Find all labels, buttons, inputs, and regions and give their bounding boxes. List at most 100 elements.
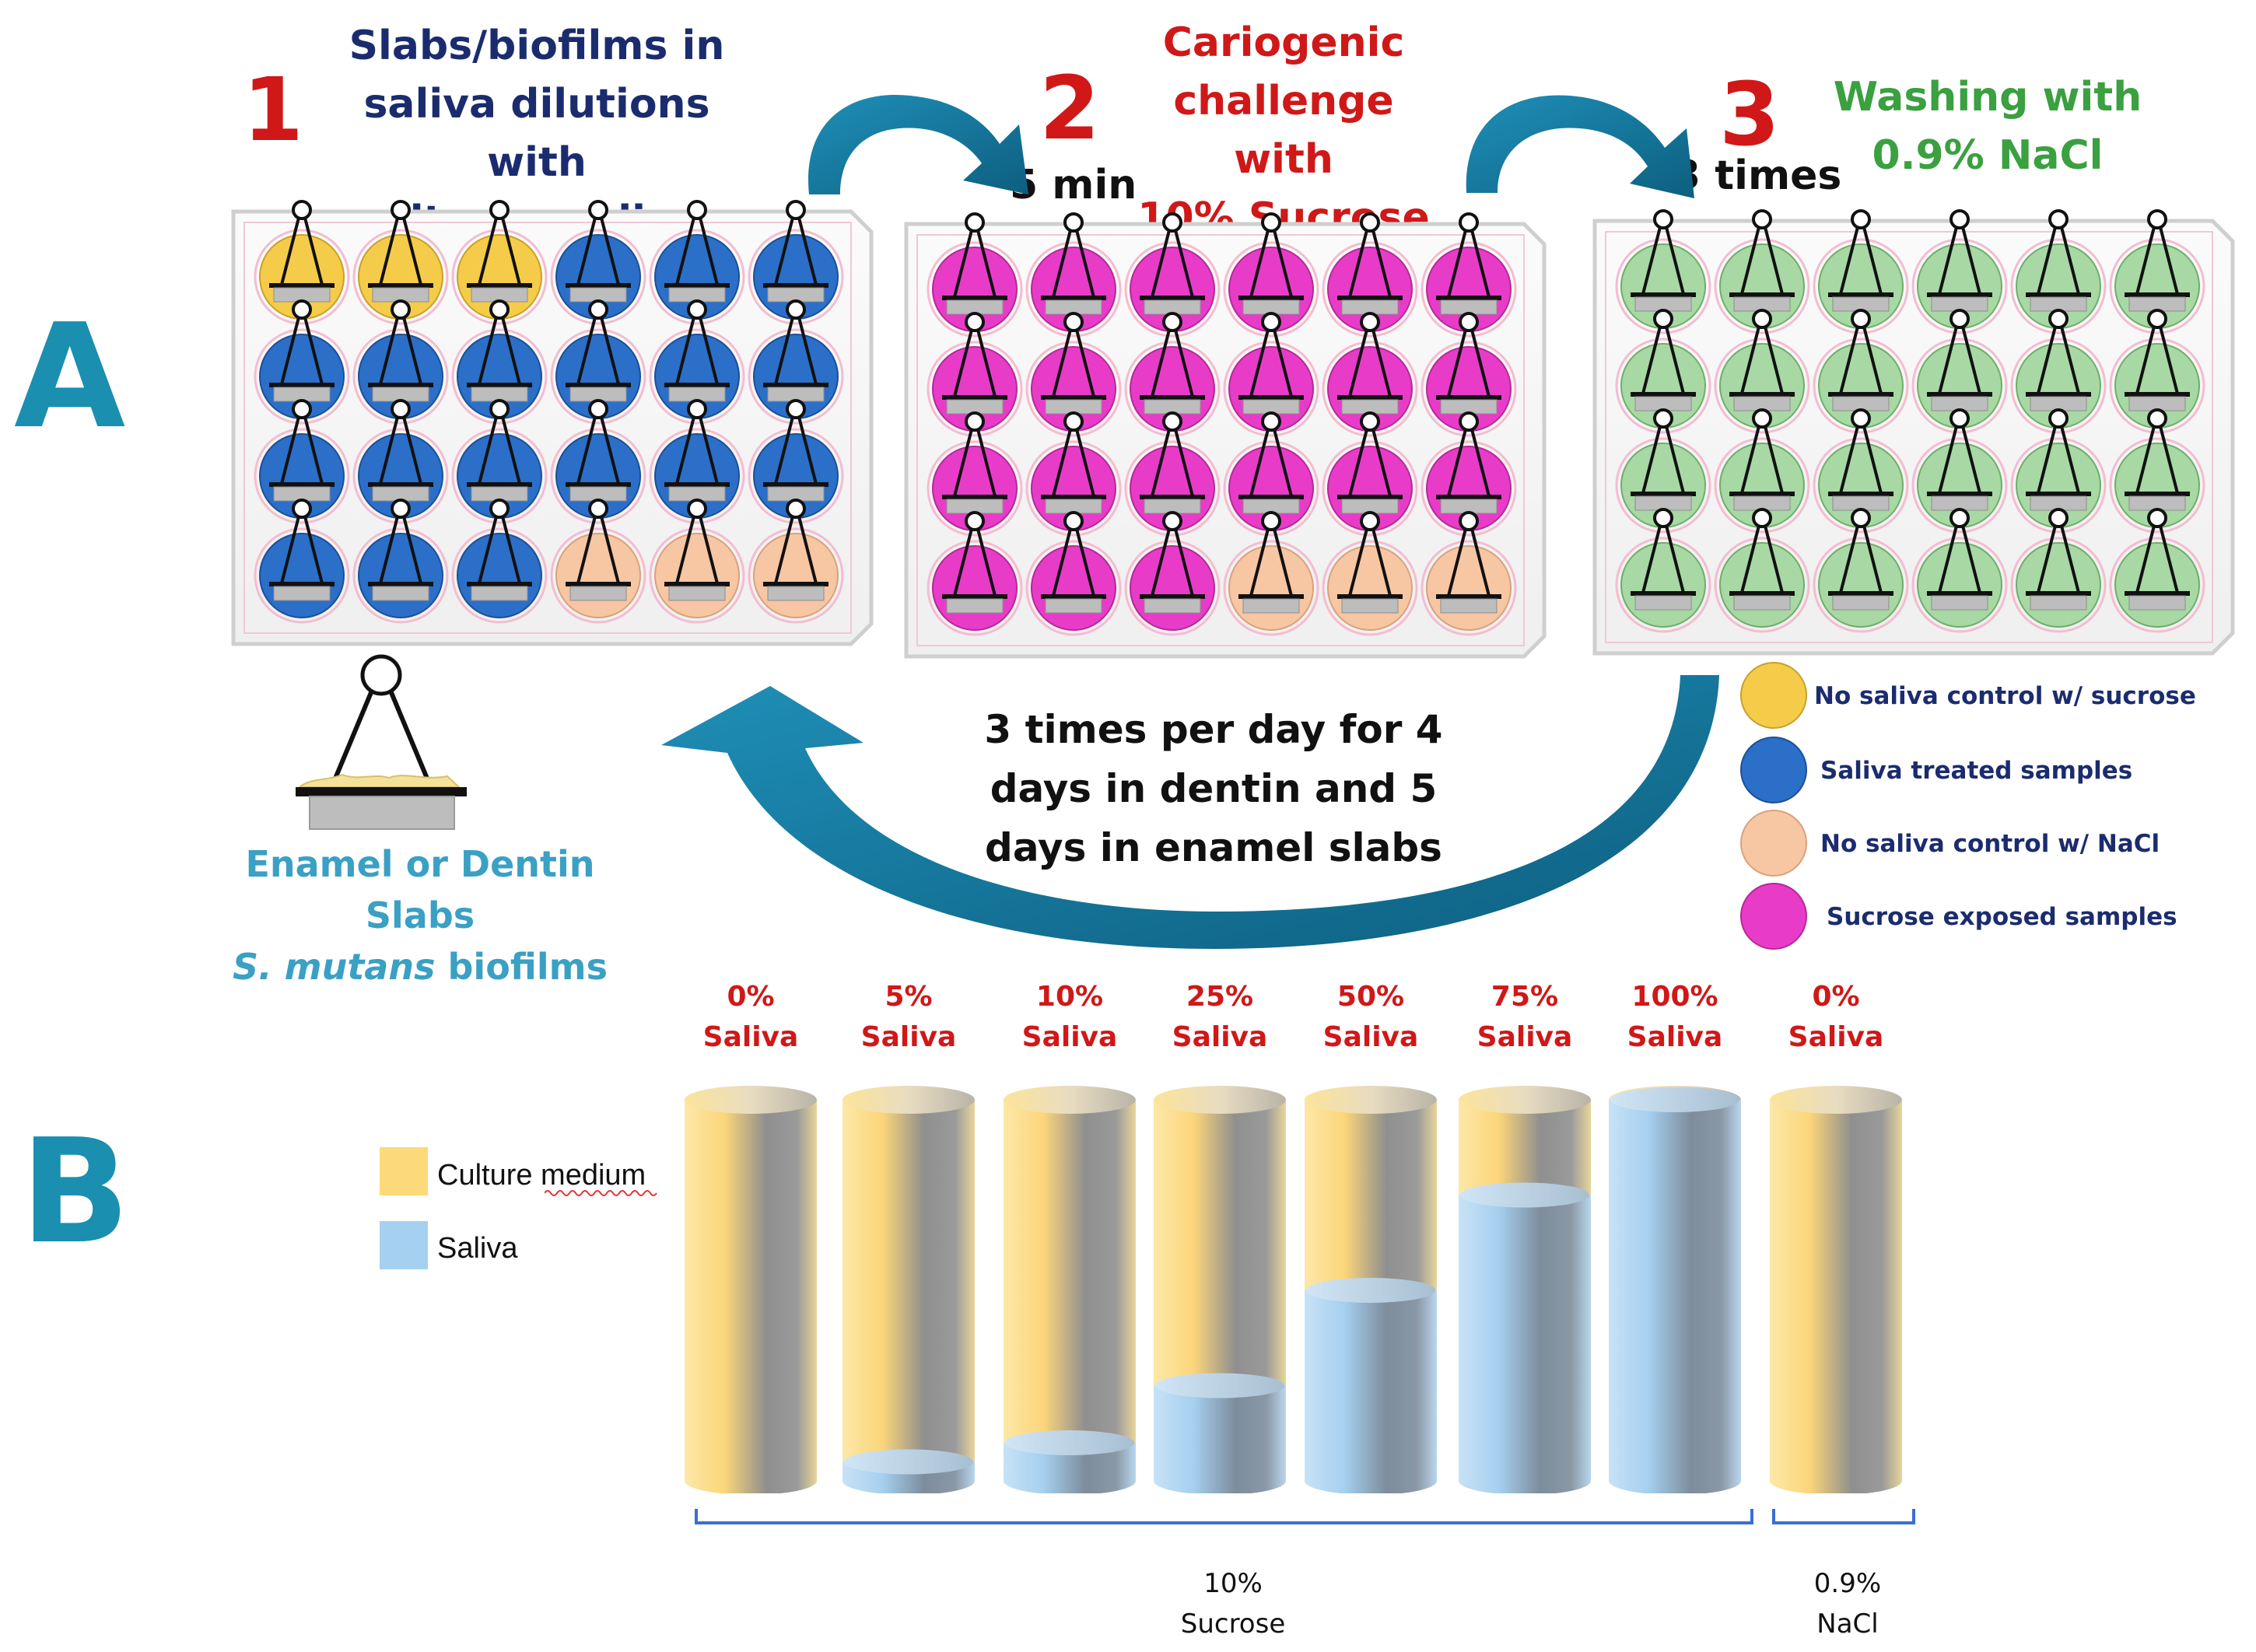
slab [1242,598,1300,614]
step-3-number: 3 [1719,65,1780,166]
well [451,200,548,325]
slab-holder [1729,492,1795,496]
slab-wire [976,528,997,597]
slab-wire [379,516,399,584]
slab-wire [478,416,498,485]
legend-a-label: Saliva treated samples [1820,757,2133,785]
well [2010,309,2107,434]
slab-wire [1371,528,1392,597]
plate-inner-border [1605,231,2213,643]
slab-holder [2026,492,2091,496]
well [2010,508,2107,633]
legend-a-item: No saliva control w/ NaCl [1739,809,2206,877]
slab-wire [797,217,818,285]
well-rim [1124,341,1221,437]
slab-holder [1828,392,1893,397]
plate-inner-border [916,234,1525,646]
step-2-line: challenge with [1173,78,1394,183]
slab-hook [1162,511,1182,531]
slab-wire [478,217,498,285]
well-rim [1615,338,1711,434]
slab-hook [1360,212,1380,233]
group-label-sucrose: 10% Sucrose [1120,1563,1346,1644]
step-2-duration: 5 min [1010,162,1137,208]
slab-hook [786,299,806,320]
slab-wire [1249,429,1270,497]
well [550,200,646,325]
slab [2128,595,2186,611]
column-label: 50% Saliva [1305,977,1437,1058]
slab-hook [1752,209,1772,229]
well-rim [254,328,350,425]
slab-caption-line1: Enamel or Dentin Slabs [245,843,595,936]
slab-holder [2125,292,2190,297]
slab-wire [774,516,794,584]
legend-a-label: No saliva control w/ NaCl [1820,830,2160,858]
slab-wire [478,317,498,385]
slab-hook [1360,312,1380,332]
slab-wire [797,317,818,385]
slab-holder [1927,492,1992,496]
slab-holder [1927,591,1992,596]
well-rim [254,527,350,624]
legend-a-item: Sucrose exposed samples [1739,882,2206,950]
well-rim [1813,437,1909,534]
well-fill [654,533,740,618]
well [1124,312,1221,437]
well-rim [1813,238,1909,334]
well-rim [1322,341,1418,437]
slab-holder [1436,495,1501,499]
slab-holder [269,482,335,487]
slab-wire [1961,226,1981,295]
cylinder-top [685,1086,817,1114]
step-1-line: saliva dilutions with [363,81,710,186]
slab-holder [269,383,335,387]
well-rim [550,527,646,624]
slab-wire [675,217,695,285]
saliva-volume [1609,1100,1741,1493]
column-label: 75% Saliva [1459,977,1591,1058]
slab [1144,598,1201,614]
well [1322,411,1418,537]
slab-hook [1949,209,1970,229]
well [550,499,646,624]
slab-hook [1949,508,1970,528]
slab-wire [1764,226,1784,295]
slab-holder [2026,292,2091,297]
legend-a-swatch [1740,662,1807,729]
cycle-line: days in dentin and 5 [990,766,1438,811]
well-rim [1714,238,1810,334]
column-label-saliva: Saliva [860,1021,957,1053]
slab-wire [1839,226,1859,295]
well-rim [1223,341,1319,437]
well [1421,312,1517,437]
slab-holder [1140,495,1205,499]
slab-holder [368,283,433,288]
slab-hook [1162,411,1182,432]
well [927,511,1023,636]
well-fill [555,533,641,618]
well-rim [2010,437,2107,534]
slab-wire [1839,525,1859,593]
slab-holder [1631,591,1696,596]
slab-wire [303,217,324,285]
saliva-surface [1005,1430,1134,1455]
well-rim [1124,540,1221,636]
well [2109,309,2205,434]
slab-holder [1729,392,1795,397]
slab-hook [391,399,411,419]
slab-wire [774,416,794,485]
slab-holder [467,383,532,387]
slab-hook [391,499,411,519]
slab-holder [1337,495,1403,499]
slab-holder [1337,296,1403,300]
slab-holder [763,383,828,387]
slab-holder [942,395,1007,400]
slab-wire [1174,429,1194,497]
slab-holder [664,482,730,487]
well [748,499,844,624]
slab [1733,595,1791,611]
well [2010,408,2107,534]
slab-hook [1851,408,1871,429]
slab-wire [976,429,997,497]
